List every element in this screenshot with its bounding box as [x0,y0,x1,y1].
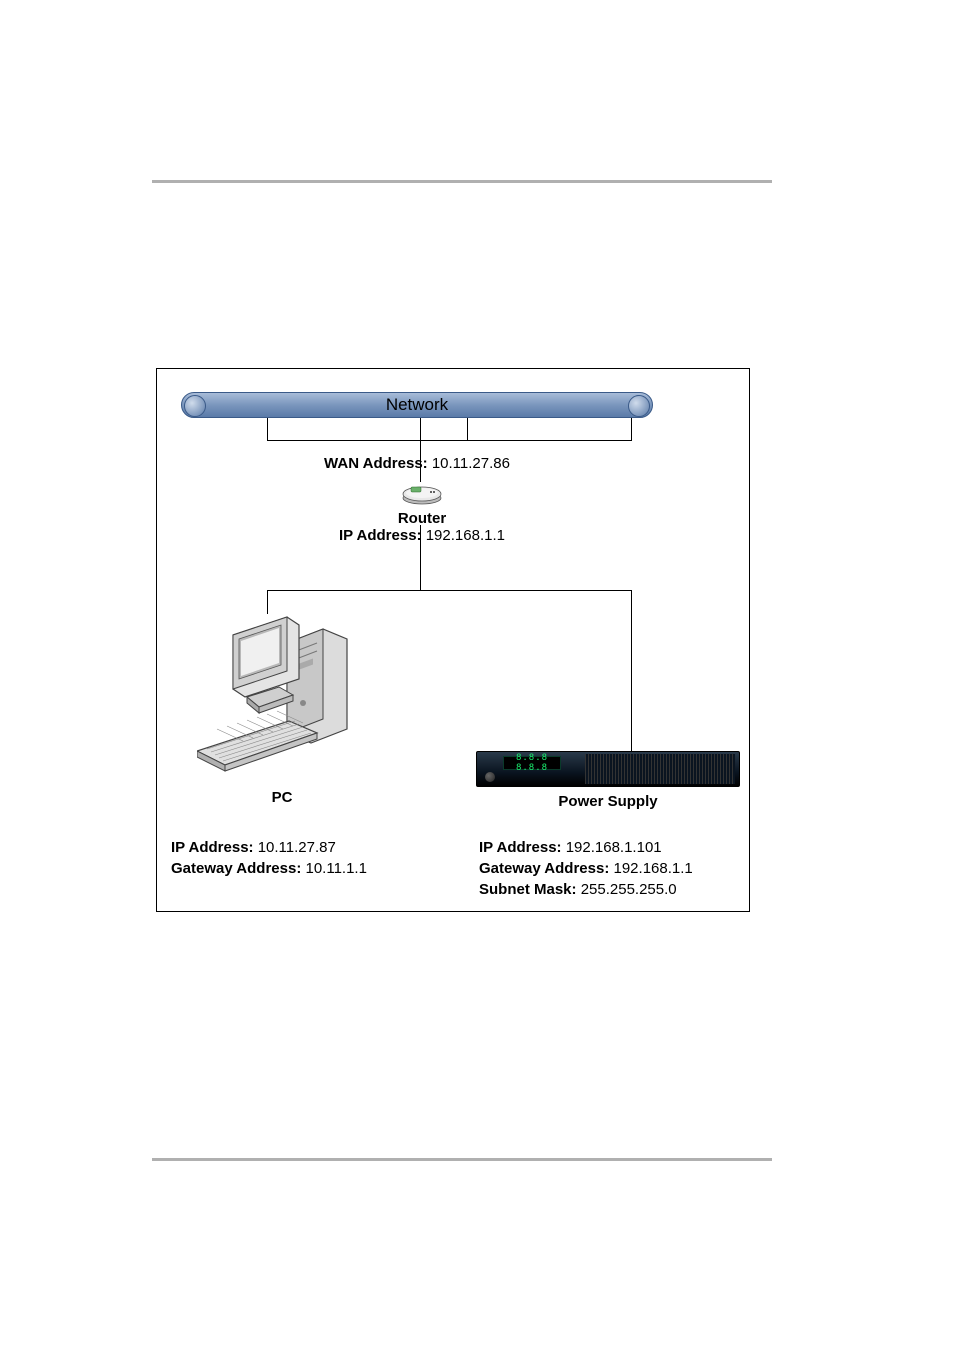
wan-address: WAN Address: 10.11.27.86 [257,455,577,472]
connector-line [631,418,632,440]
connector-line [267,590,268,614]
page: Network WAN Address: 10.11.27.86 [0,0,954,1351]
router-node: Router IP Address: 192.168.1.1 [337,482,507,544]
psu-ip: IP Address: 192.168.1.101 [479,837,693,858]
psu-network-info: IP Address: 192.168.1.101 Gateway Addres… [479,837,693,900]
connector-line [267,418,268,440]
psu-subnet: Subnet Mask: 255.255.255.0 [479,879,693,900]
pc-network-info: IP Address: 10.11.27.87 Gateway Address:… [171,837,367,879]
psu-gateway: Gateway Address: 192.168.1.1 [479,858,693,879]
pc-node: PC [167,613,397,806]
connector-line [267,590,632,591]
power-supply-icon: 8.8.8 8.8.8 [476,751,740,787]
network-diagram: Network WAN Address: 10.11.27.86 [156,368,750,912]
psu-knob [485,772,495,782]
psu-vents [585,754,735,784]
pc-icon [197,613,367,783]
wan-label: WAN Address: [324,455,428,472]
connector-line [631,590,632,754]
psu-node: 8.8.8 8.8.8 Power Supply [473,751,743,810]
psu-display: 8.8.8 8.8.8 [503,756,561,770]
pc-gateway: Gateway Address: 10.11.1.1 [171,858,367,879]
network-label: Network [386,395,448,415]
bottom-divider [152,1158,772,1161]
pc-ip: IP Address: 10.11.27.87 [171,837,367,858]
connector-line [267,440,632,441]
connector-line [467,418,468,440]
router-ip: IP Address: 192.168.1.1 [337,527,507,544]
pc-title: PC [167,789,397,806]
router-icon [401,482,443,506]
connector-line [420,418,421,440]
network-bus: Network [181,392,653,418]
wan-value: 10.11.27.86 [432,455,510,472]
psu-title: Power Supply [473,793,743,810]
top-divider [152,180,772,183]
router-title: Router [337,510,507,527]
